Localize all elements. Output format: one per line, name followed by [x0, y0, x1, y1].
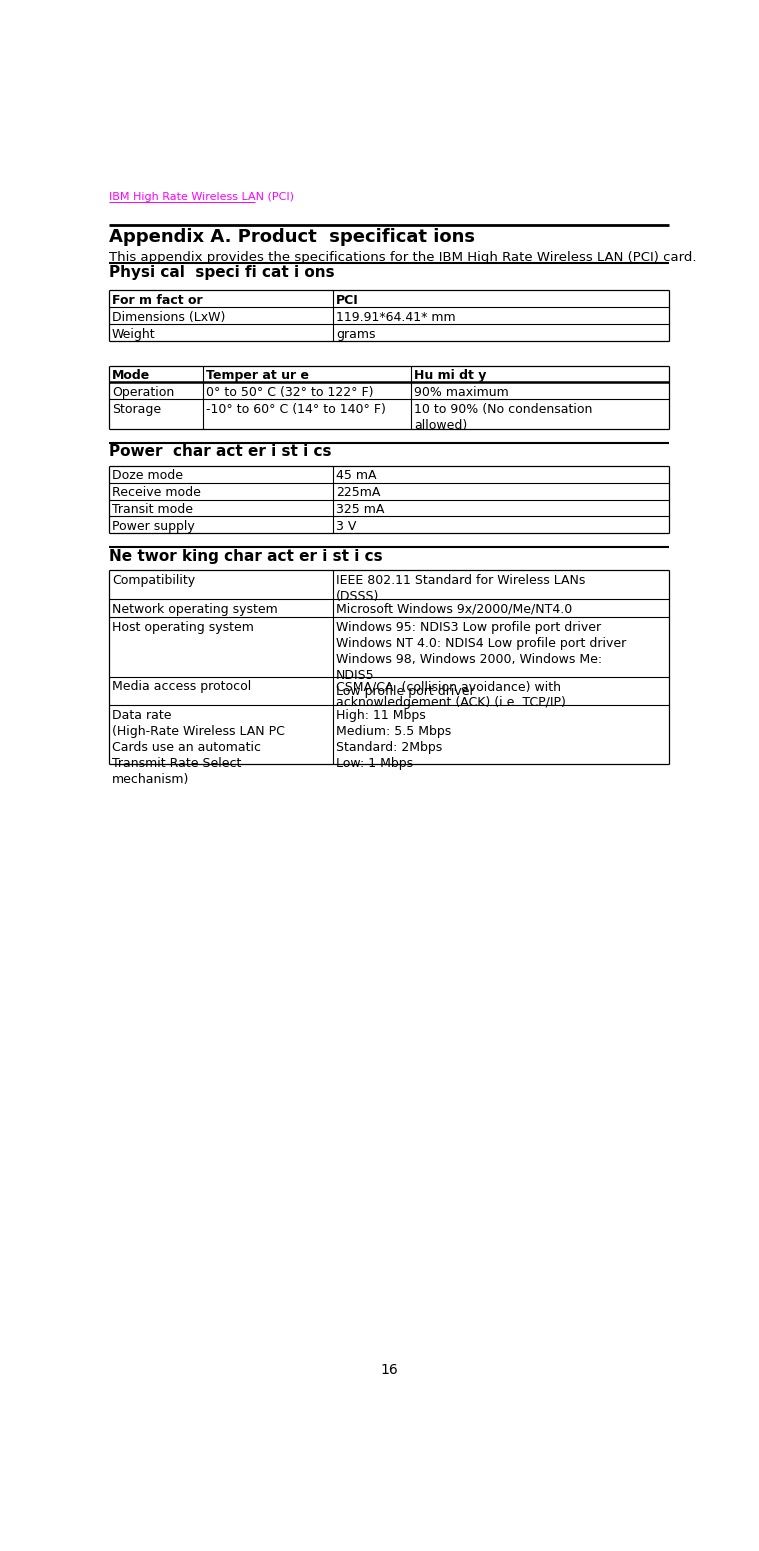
- Text: 0° to 50° C (32° to 122° F): 0° to 50° C (32° to 122° F): [206, 386, 374, 399]
- Text: Temper at ur e: Temper at ur e: [206, 369, 310, 383]
- Text: 90% maximum: 90% maximum: [414, 386, 509, 399]
- Text: This appendix provides the specifications for the IBM High Rate Wireless LAN (PC: This appendix provides the specification…: [109, 251, 696, 264]
- Text: grams: grams: [336, 327, 376, 341]
- Text: 45 mA: 45 mA: [336, 470, 376, 482]
- Text: Ne twor king char act er i st i cs: Ne twor king char act er i st i cs: [109, 549, 383, 565]
- Text: Hu mi dt y: Hu mi dt y: [414, 369, 487, 383]
- Text: Network operating system: Network operating system: [112, 603, 278, 616]
- Text: Doze mode: Doze mode: [112, 470, 183, 482]
- Text: 10 to 90% (No condensation
allowed): 10 to 90% (No condensation allowed): [414, 403, 593, 433]
- Text: Microsoft Windows 9x/2000/Me/NT4.0: Microsoft Windows 9x/2000/Me/NT4.0: [336, 603, 572, 616]
- Text: Appendix A. Product  specificat ions: Appendix A. Product specificat ions: [109, 228, 475, 247]
- Text: Dimensions (LxW): Dimensions (LxW): [112, 310, 225, 324]
- Text: Compatibility: Compatibility: [112, 574, 195, 588]
- Text: Receive mode: Receive mode: [112, 487, 201, 499]
- Text: Physi cal  speci fi cat i ons: Physi cal speci fi cat i ons: [109, 265, 335, 279]
- Text: Storage: Storage: [112, 403, 161, 416]
- Text: 119.91*64.41* mm: 119.91*64.41* mm: [336, 310, 455, 324]
- Text: For m fact or: For m fact or: [112, 295, 203, 307]
- Text: Mode: Mode: [112, 369, 150, 383]
- Text: IEEE 802.11 Standard for Wireless LANs
(DSSS): IEEE 802.11 Standard for Wireless LANs (…: [336, 574, 585, 603]
- Text: High: 11 Mbps
Medium: 5.5 Mbps
Standard: 2Mbps
Low: 1 Mbps: High: 11 Mbps Medium: 5.5 Mbps Standard:…: [336, 709, 451, 769]
- Text: Host operating system: Host operating system: [112, 620, 254, 634]
- Text: -10° to 60° C (14° to 140° F): -10° to 60° C (14° to 140° F): [206, 403, 386, 416]
- Text: Transit mode: Transit mode: [112, 504, 193, 516]
- Text: CSMA/CA  (collision avoidance) with
acknowledgement (ACK) (i.e. TCP/IP): CSMA/CA (collision avoidance) with ackno…: [336, 681, 565, 709]
- Text: Power  char act er i st i cs: Power char act er i st i cs: [109, 444, 332, 459]
- Text: PCI: PCI: [336, 295, 359, 307]
- Text: Media access protocol: Media access protocol: [112, 681, 251, 693]
- Text: Data rate
(High-Rate Wireless LAN PC
Cards use an automatic
Transmit Rate Select: Data rate (High-Rate Wireless LAN PC Car…: [112, 709, 285, 786]
- Text: Operation: Operation: [112, 386, 174, 399]
- Text: Power supply: Power supply: [112, 520, 194, 534]
- Text: 3 V: 3 V: [336, 520, 356, 534]
- Text: 225mA: 225mA: [336, 487, 380, 499]
- Text: Windows 95: NDIS3 Low profile port driver
Windows NT 4.0: NDIS4 Low profile port: Windows 95: NDIS3 Low profile port drive…: [336, 620, 626, 698]
- Text: Weight: Weight: [112, 327, 156, 341]
- Text: 16: 16: [380, 1363, 398, 1377]
- Text: IBM High Rate Wireless LAN (PCI): IBM High Rate Wireless LAN (PCI): [109, 192, 294, 202]
- Text: 325 mA: 325 mA: [336, 504, 384, 516]
